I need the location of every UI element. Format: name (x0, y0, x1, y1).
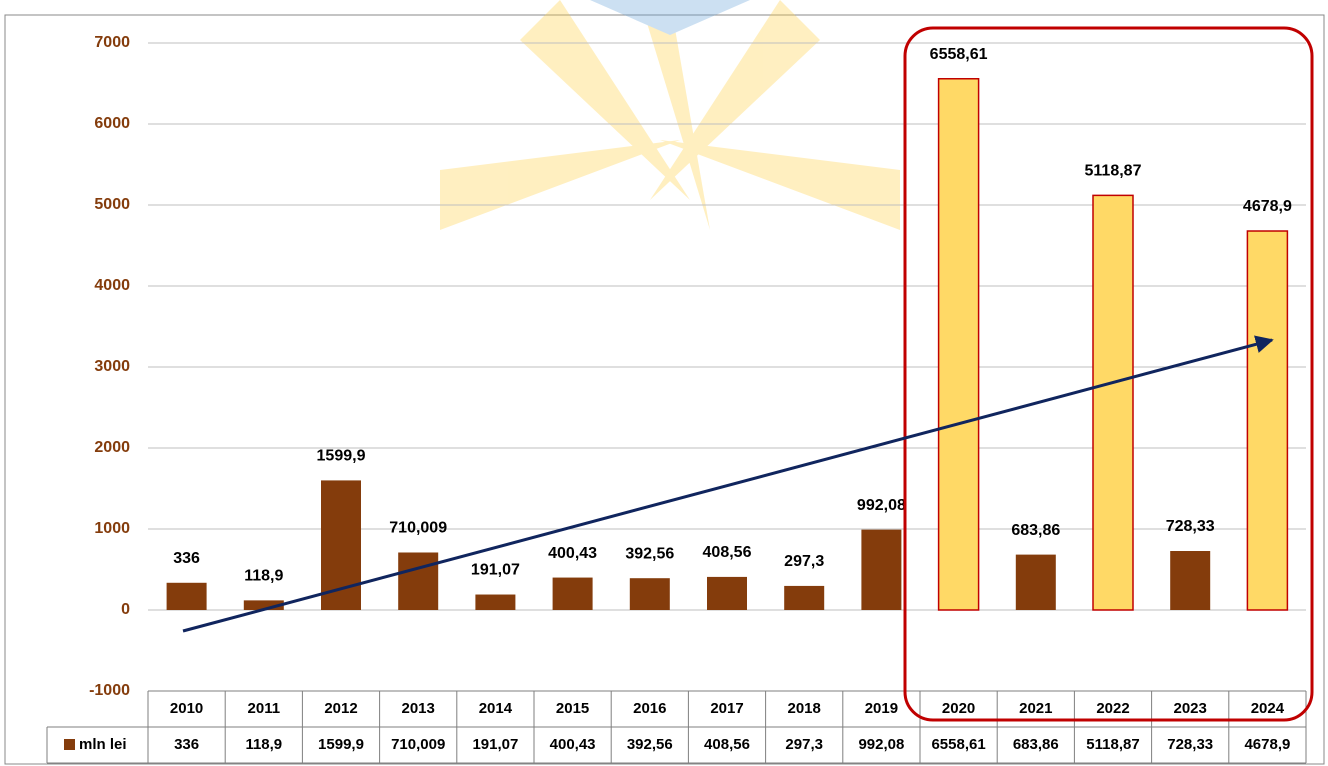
bar (861, 529, 902, 610)
y-tick-label: 6000 (94, 115, 130, 132)
x-tick-label: 2017 (710, 700, 743, 717)
data-label: 408,56 (703, 544, 752, 561)
y-tick-label: 7000 (94, 34, 130, 51)
table-value: 992,08 (858, 736, 904, 753)
data-label: 118,9 (244, 568, 283, 585)
x-tick-label: 2011 (248, 700, 281, 717)
trend-arrow (182, 335, 1274, 633)
table-value: 400,43 (550, 736, 596, 753)
data-label: 710,009 (389, 520, 447, 537)
data-label: 191,07 (471, 562, 520, 579)
x-tick-label: 2010 (170, 700, 203, 717)
data-label: 4678,9 (1243, 198, 1292, 215)
table-value: 392,56 (627, 736, 673, 753)
bar (243, 600, 284, 610)
table-value: 336 (174, 736, 199, 753)
data-label: 297,3 (784, 553, 824, 570)
x-tick-label: 2020 (942, 700, 975, 717)
table-value: 728,33 (1167, 736, 1213, 753)
bar (1015, 554, 1056, 610)
bar (707, 576, 747, 610)
bar (552, 577, 593, 610)
x-tick-label: 2018 (788, 700, 821, 717)
bar (398, 552, 439, 610)
y-tick-label: 0 (121, 601, 130, 618)
bar (629, 578, 670, 610)
data-label: 400,43 (548, 545, 597, 562)
legend-swatch (64, 739, 75, 750)
data-label: 1599,9 (317, 448, 366, 465)
legend-label: mln lei (79, 736, 127, 753)
table-value: 191,07 (472, 736, 518, 753)
bar (475, 594, 516, 610)
x-tick-label: 2022 (1096, 700, 1129, 717)
x-tick-label: 2019 (865, 700, 898, 717)
bar (1092, 194, 1134, 611)
bar (166, 582, 207, 610)
bar (1246, 230, 1289, 611)
table-value: 4678,9 (1244, 736, 1290, 753)
bar (321, 480, 361, 610)
table-value: 710,009 (391, 736, 445, 753)
bar (784, 585, 825, 610)
x-tick-label: 2015 (556, 700, 589, 717)
data-label: 336 (173, 550, 200, 567)
bar (1170, 551, 1211, 610)
data-label: 728,33 (1166, 518, 1215, 535)
x-tick-label: 2012 (324, 700, 357, 717)
y-tick-label: 2000 (94, 439, 130, 456)
table-value: 683,86 (1013, 736, 1059, 753)
x-tick-label: 2021 (1019, 700, 1052, 717)
table-value: 6558,61 (931, 736, 985, 753)
x-tick-label: 2024 (1251, 700, 1285, 717)
table-value: 297,3 (785, 736, 823, 753)
y-tick-label: 5000 (94, 196, 130, 213)
data-label: 5118,87 (1085, 163, 1142, 180)
data-label: 992,08 (857, 497, 906, 514)
x-tick-label: 2023 (1174, 700, 1207, 717)
data-label: 392,56 (625, 545, 674, 562)
y-tick-label: -1000 (89, 682, 130, 699)
y-tick-label: 3000 (94, 358, 130, 375)
table-value: 408,56 (704, 736, 750, 753)
y-tick-label: 1000 (94, 520, 130, 537)
data-label: 683,86 (1011, 522, 1060, 539)
table-value: 1599,9 (318, 736, 364, 753)
x-tick-label: 2014 (479, 700, 513, 717)
y-tick-label: 4000 (94, 277, 130, 294)
data-label: 6558,61 (930, 46, 988, 63)
highlight-box (903, 26, 1314, 722)
x-tick-label: 2013 (402, 700, 435, 717)
table-value: 118,9 (245, 736, 282, 753)
background-sun (440, 0, 900, 230)
bar (937, 78, 980, 611)
table-value: 5118,87 (1086, 736, 1139, 753)
x-tick-label: 2016 (633, 700, 666, 717)
